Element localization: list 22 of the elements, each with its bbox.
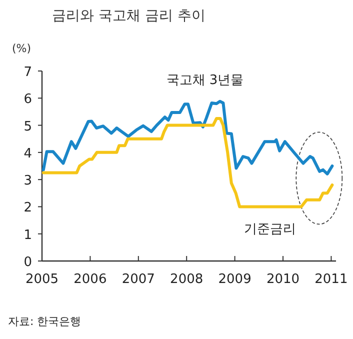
y-tick-label: 7 bbox=[24, 65, 32, 80]
x-tick-label: 2011 bbox=[314, 272, 348, 287]
y-axis-title: (%) bbox=[12, 42, 32, 55]
x-tick-label: 2005 bbox=[25, 272, 59, 287]
x-tick-label: 2006 bbox=[74, 272, 107, 287]
y-tick-label: 6 bbox=[24, 92, 32, 108]
y-tick-label: 3 bbox=[24, 174, 32, 189]
series-label: 기준금리 bbox=[244, 222, 296, 237]
y-tick-label: 1 bbox=[24, 228, 32, 243]
text: 자료: 한국은행 bbox=[8, 315, 82, 328]
line-series bbox=[42, 100, 334, 176]
x-tick-label: 2009 bbox=[218, 272, 252, 287]
line-series bbox=[42, 117, 334, 208]
y-tick-label: 4 bbox=[24, 146, 32, 162]
chart-title: 금리와 국고채 금리 추이 bbox=[52, 8, 206, 24]
y-tick-label: 0 bbox=[24, 255, 32, 270]
y-tick-label: 5 bbox=[24, 119, 32, 134]
x-tick-label: 2010 bbox=[266, 272, 300, 287]
y-tick-label: 2 bbox=[24, 200, 32, 216]
x-tick-label: 2008 bbox=[170, 272, 204, 287]
x-tick-label: 2007 bbox=[122, 272, 155, 287]
series-label: 국고채 3년물 bbox=[166, 73, 244, 88]
